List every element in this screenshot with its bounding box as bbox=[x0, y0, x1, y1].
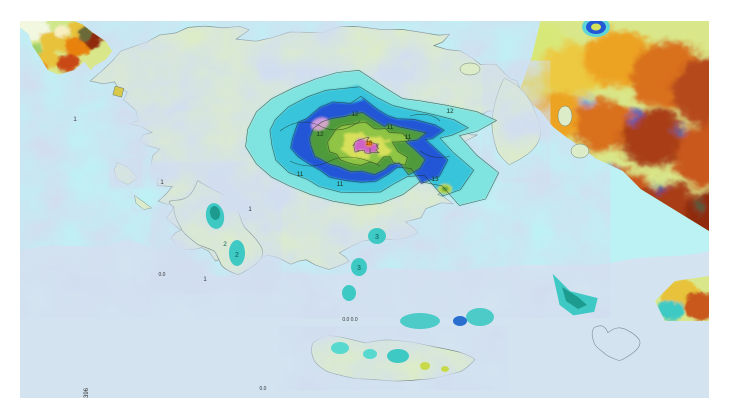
svg-text:0.0: 0.0 bbox=[260, 386, 267, 392]
svg-text:16: 16 bbox=[366, 141, 373, 147]
svg-text:12: 12 bbox=[316, 131, 324, 138]
svg-text:12: 12 bbox=[351, 111, 359, 118]
svg-text:2: 2 bbox=[223, 241, 227, 248]
svg-text:11: 11 bbox=[337, 181, 344, 188]
svg-text:3: 3 bbox=[357, 265, 361, 272]
svg-text:2: 2 bbox=[235, 252, 239, 259]
svg-text:396: 396 bbox=[84, 387, 90, 398]
svg-text:12: 12 bbox=[446, 108, 454, 115]
svg-text:11: 11 bbox=[297, 171, 304, 178]
svg-text:11: 11 bbox=[387, 124, 394, 131]
svg-text:3: 3 bbox=[375, 234, 379, 241]
svg-text:13: 13 bbox=[431, 176, 439, 183]
svg-text:0.0: 0.0 bbox=[159, 272, 166, 278]
svg-text:11: 11 bbox=[405, 134, 412, 141]
svg-text:1: 1 bbox=[73, 117, 77, 123]
svg-text:0.0 0.0: 0.0 0.0 bbox=[342, 317, 358, 323]
